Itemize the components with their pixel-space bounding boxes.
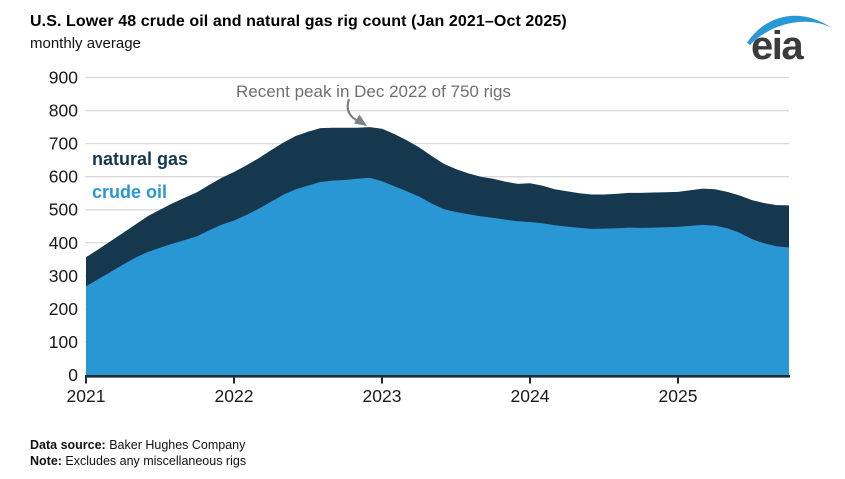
chart-footnotes: Data source: Baker Hughes Company Note: …	[30, 437, 246, 469]
x-axis-label-2021: 2021	[67, 386, 106, 406]
y-axis-label-200: 200	[49, 299, 78, 319]
x-axis-label-2022: 2022	[215, 386, 254, 406]
annotation-arrow-head	[354, 114, 367, 126]
x-axis-line	[85, 375, 790, 378]
y-axis-label-600: 600	[49, 167, 78, 187]
y-axis-label-400: 400	[49, 233, 78, 253]
eia-logo: eia	[745, 10, 835, 68]
eia-logo-text: eia	[751, 24, 804, 68]
data-source-line: Data source: Baker Hughes Company	[30, 438, 246, 452]
x-axis-label-2024: 2024	[511, 386, 550, 406]
y-axis-label-900: 900	[49, 68, 78, 88]
eia-swoosh-icon	[747, 15, 832, 45]
note-line: Note: Excludes any miscellaneous rigs	[30, 454, 247, 468]
y-axis-label-100: 100	[49, 332, 78, 352]
y-axis-label-700: 700	[49, 134, 78, 154]
x-axis-label-2025: 2025	[659, 386, 698, 406]
y-axis-label-0: 0	[68, 365, 78, 385]
chart-title: U.S. Lower 48 crude oil and natural gas …	[30, 13, 567, 30]
x-axis-label-2023: 2023	[363, 386, 402, 406]
peak-annotation: Recent peak in Dec 2022 of 750 rigs	[236, 82, 512, 101]
annotation-arrow-curve	[346, 98, 359, 122]
y-axis-label-800: 800	[49, 101, 78, 121]
chart-subtitle: monthly average	[30, 35, 141, 52]
crude-oil-area	[86, 177, 789, 375]
series-label-natural-gas: natural gas	[92, 149, 189, 169]
rig-count-stacked-area-chart: 0 100 200 300 400 500 600 700 800 900 2021 2022 2023…	[49, 68, 790, 406]
y-axis-label-500: 500	[49, 200, 78, 220]
y-axis-label-300: 300	[49, 266, 78, 286]
series-label-crude-oil: crude oil	[92, 182, 168, 202]
